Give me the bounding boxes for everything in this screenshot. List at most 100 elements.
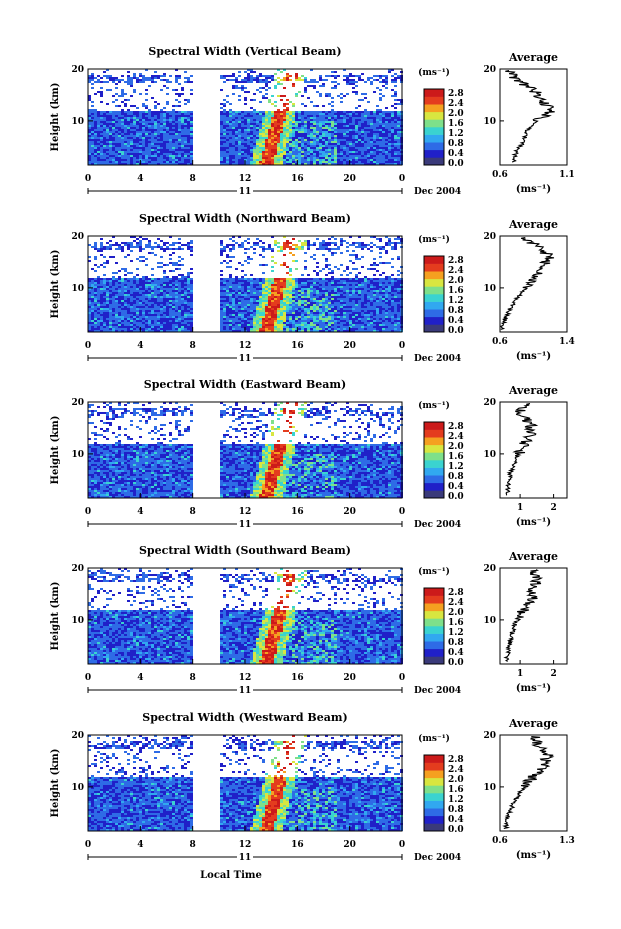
day-label-bg — [237, 185, 253, 197]
colorbar-swatch — [424, 808, 444, 817]
colorbar-swatch — [424, 324, 444, 333]
x-tick-label: 0 — [399, 673, 405, 683]
day-label-bg — [237, 352, 253, 364]
colorbar-tick-label: 1.2 — [448, 129, 464, 139]
colorbar-tick-label: 0.8 — [448, 472, 464, 482]
colorbar-tick-label: 1.2 — [448, 628, 464, 638]
avg-x-tick-label: 2 — [550, 503, 556, 513]
x-tick-label: 20 — [343, 840, 356, 850]
average-frame — [499, 734, 568, 832]
x-tick-label: 4 — [137, 174, 143, 184]
colorbar-swatch — [424, 633, 444, 642]
colorbar-swatch — [424, 618, 444, 627]
colorbar-tick-label: 2.8 — [448, 422, 464, 432]
x-tick-label: 16 — [291, 174, 304, 184]
x-tick-label: 16 — [291, 840, 304, 850]
panel-title: Spectral Width (Southward Beam) — [139, 544, 351, 557]
colorbar-tick-label: 0.0 — [448, 159, 464, 169]
avg-x-label: (ms⁻¹) — [516, 850, 551, 861]
colorbar-swatch — [424, 460, 444, 468]
heatmap-cells — [88, 568, 403, 664]
panel-title: Spectral Width (Vertical Beam) — [148, 45, 341, 58]
colorbar-tick-label: 2.4 — [448, 765, 464, 775]
colorbar-swatch — [424, 444, 444, 453]
average-title: Average — [508, 717, 558, 730]
colorbar-swatch — [424, 96, 444, 105]
y-tick-label: 10 — [71, 450, 84, 460]
y-axis-label: Height (km) — [50, 416, 61, 485]
colorbar: (ms⁻¹) 2.82.42.01.61.20.80.40.0 — [418, 234, 464, 336]
x-tick-label: 20 — [343, 174, 356, 184]
y-axis-label: Height (km) — [50, 749, 61, 818]
y-tick-label: 20 — [71, 731, 84, 741]
x-tick-label: 0 — [399, 507, 405, 517]
colorbar-swatch — [424, 823, 444, 832]
x-axis-label: Local Time — [200, 870, 262, 881]
colorbar-frame — [423, 255, 445, 333]
colorbar-tick-label: 0.8 — [448, 638, 464, 648]
colorbar-swatch — [424, 142, 444, 151]
colorbar-tick-label: 1.2 — [448, 462, 464, 472]
x-tick-label: 8 — [190, 341, 196, 351]
colorbar-tick-label: 2.0 — [448, 109, 464, 119]
date-label: Dec 2004 — [414, 354, 461, 364]
colorbar-frame — [423, 587, 445, 665]
colorbar-swatch — [424, 610, 444, 619]
x-tick-label: 4 — [137, 673, 143, 683]
average-profile: Average 20 10 0.6 1.4 (ms⁻¹) — [483, 218, 574, 362]
colorbar-swatch — [424, 785, 444, 794]
colorbar-tick-label: 0.0 — [448, 825, 464, 835]
colorbar-swatch — [424, 437, 444, 446]
colorbar-swatch — [424, 149, 444, 158]
colorbar-swatch — [424, 294, 444, 302]
average-profile: Average 20 10 1 2 (ms⁻¹) — [483, 550, 568, 694]
colorbar-tick-label: 0.0 — [448, 326, 464, 336]
x-tick-label: 0 — [399, 174, 405, 184]
x-tick-label: 12 — [239, 174, 252, 184]
day-label-bg — [237, 518, 253, 530]
day-label-bg — [237, 684, 253, 696]
day-label: 11 — [239, 520, 252, 530]
colorbar-swatch — [424, 815, 444, 824]
colorbar-swatch — [424, 755, 444, 763]
x-tick-label: 4 — [137, 341, 143, 351]
avg-y-tick-label: 10 — [483, 616, 496, 626]
colorbar-tick-label: 1.6 — [448, 618, 464, 628]
colorbar-swatch — [424, 452, 444, 461]
x-tick-label: 0 — [85, 840, 91, 850]
panel-5: Spectral Width (Westward Beam) Height (km… — [50, 711, 575, 863]
panel-title: Spectral Width (Eastward Beam) — [144, 378, 346, 391]
avg-y-tick-label: 20 — [483, 731, 496, 741]
x-tick-label: 0 — [85, 673, 91, 683]
average-frame — [499, 567, 568, 665]
y-tick-label: 20 — [71, 65, 84, 75]
avg-y-tick-label: 10 — [483, 783, 496, 793]
x-tick-label: 0 — [399, 341, 405, 351]
colorbar-tick-label: 2.4 — [448, 432, 464, 442]
colorbar-swatch — [424, 648, 444, 657]
x-tick-label: 12 — [239, 341, 252, 351]
y-tick-label: 10 — [71, 616, 84, 626]
colorbar-tick-label: 2.0 — [448, 442, 464, 452]
colorbar-swatch — [424, 603, 444, 612]
colorbar-tick-label: 2.8 — [448, 89, 464, 99]
colorbar-tick-label: 1.2 — [448, 296, 464, 306]
colorbar-swatch — [424, 467, 444, 476]
avg-profile-line — [504, 403, 539, 496]
colorbar-tick-label: 0.0 — [448, 492, 464, 502]
colorbar-swatch — [424, 800, 444, 809]
colorbar-swatch — [424, 770, 444, 779]
colorbar: (ms⁻¹) 2.82.42.01.61.20.80.40.0 — [418, 400, 464, 502]
colorbar-swatch — [424, 429, 444, 438]
colorbar-tick-label: 2.0 — [448, 276, 464, 286]
y-tick-label: 20 — [71, 564, 84, 574]
colorbar-tick-label: 0.4 — [448, 149, 464, 159]
x-tick-label: 16 — [291, 673, 304, 683]
colorbar-swatch — [424, 263, 444, 272]
y-tick-label: 20 — [71, 232, 84, 242]
colorbar-swatch — [424, 104, 444, 113]
colorbar-tick-label: 2.0 — [448, 608, 464, 618]
y-axis-label: Height (km) — [50, 582, 61, 651]
x-tick-label: 12 — [239, 673, 252, 683]
